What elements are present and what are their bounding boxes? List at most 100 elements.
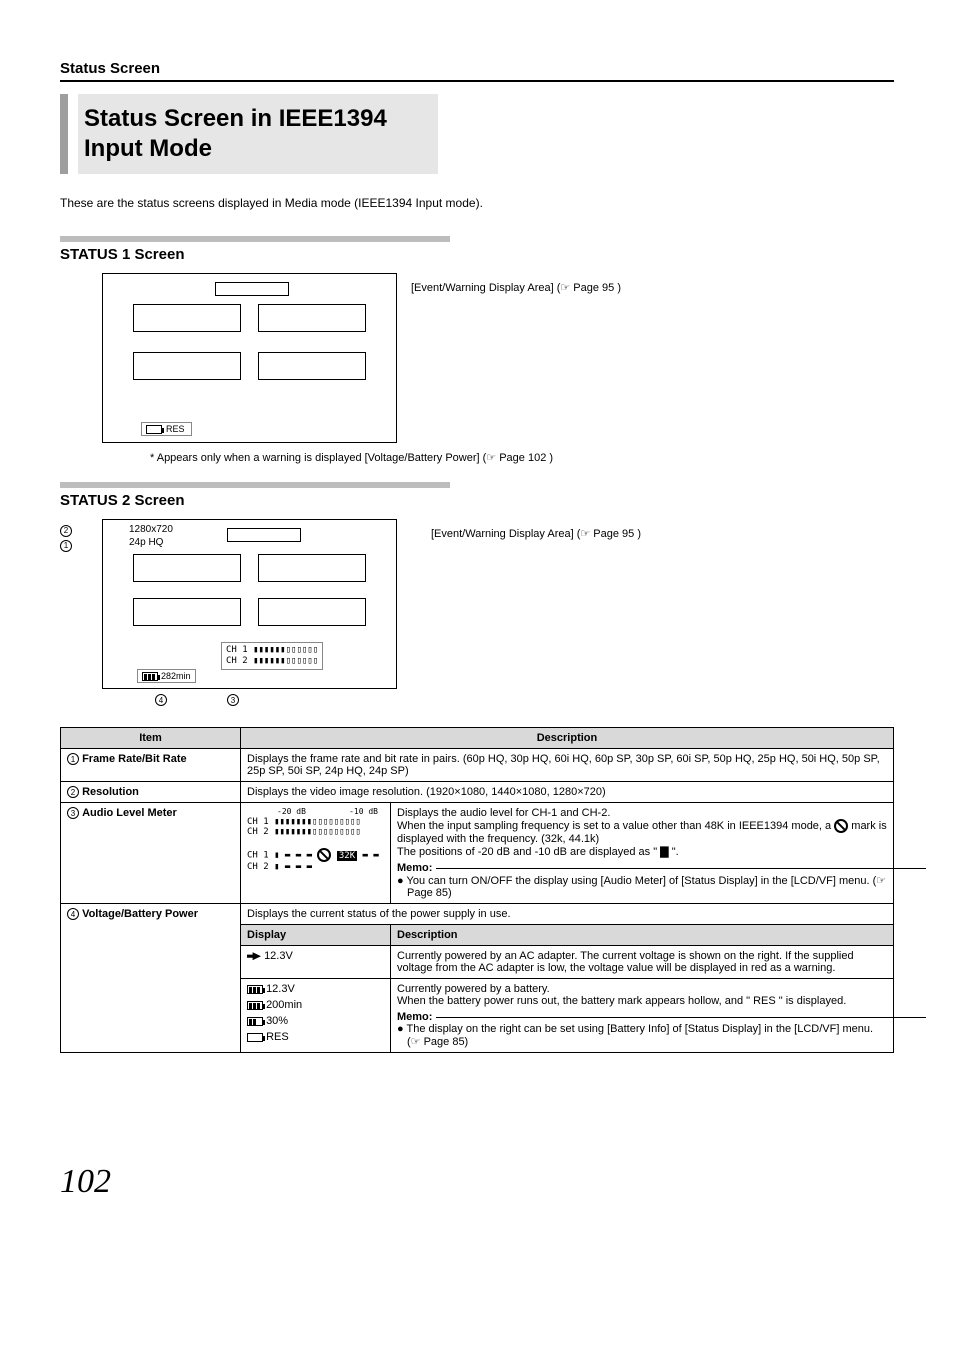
callout-4-icon: 4 <box>155 694 167 706</box>
memo-text: You can turn ON/OFF the display using [A… <box>407 875 887 899</box>
th-item: Item <box>61 728 241 749</box>
memo-bullet: ● You can turn ON/OFF the display using … <box>397 874 887 899</box>
th-display: Display <box>241 925 391 946</box>
cell-item: 1 Frame Rate/Bit Rate <box>61 749 241 782</box>
placeholder-box <box>133 598 241 626</box>
status1-footnote: * Appears only when a warning is display… <box>150 451 894 464</box>
table-row: 2 Resolution Displays the video image re… <box>61 782 894 803</box>
status2-row: 2 1 1280x720 24p HQ CH 1 ▮▮▮▮▮▮▯▯▯▯▯▯ CH… <box>60 519 894 689</box>
desc-line: When the battery power runs out, the bat… <box>397 995 887 1007</box>
memo-bullet: ● The display on the right can be set us… <box>397 1023 887 1048</box>
meter-ch2-blocked: CH 2 ▮ ▬ ▬ ▬ <box>247 862 384 873</box>
battery-icon <box>142 672 158 681</box>
annotation-text: [Event/Warning Display Area] (☞ Page 95 … <box>431 527 641 540</box>
status1-annotation: [Event/Warning Display Area] (☞ Page 95 … <box>411 281 621 294</box>
status1-screen: RES <box>102 273 397 443</box>
status2-annotation: [Event/Warning Display Area] (☞ Page 95 … <box>431 527 641 540</box>
callout-1-icon: 1 <box>60 540 72 552</box>
placeholder-box <box>133 554 241 582</box>
battery-icon <box>247 985 263 994</box>
meter-diagram: -20 dB -10 dB CH 1 ▮▮▮▮▮▮▮▯▯▯▯▯▯▯▯▯ CH 2… <box>247 807 384 873</box>
placeholder-box <box>258 304 366 332</box>
memo-block: Memo: ● The display on the right can be … <box>397 1011 887 1048</box>
res-value: RES <box>266 1031 289 1043</box>
meter-line: CH 2 ▮▮▮▮▮▮▯▯▯▯▯▯ <box>226 656 318 667</box>
voltage-value: 12.3V <box>266 983 295 995</box>
num-icon: 2 <box>67 786 79 798</box>
desc-line: Currently powered by a battery. <box>397 983 887 995</box>
prohibit-icon <box>834 819 848 833</box>
placeholder-box <box>258 352 366 380</box>
status1-annotation-wrap: [Event/Warning Display Area] (☞ Page 95 … <box>411 273 621 294</box>
meter-ch2: CH 2 ▮▮▮▮▮▮▮▯▯▯▯▯▯▯▯▯ <box>247 827 384 838</box>
num-icon: 4 <box>67 908 79 920</box>
item-label: Frame Rate/Bit Rate <box>82 753 187 765</box>
table-row: 4 Voltage/Battery Power Displays the cur… <box>61 904 894 925</box>
title-accent-bar <box>60 94 68 174</box>
res-label: RES <box>166 424 185 434</box>
freq-badge: 32K <box>337 851 357 861</box>
desc-line: Displays the audio level for CH-1 and CH… <box>397 807 887 819</box>
item-label: Audio Level Meter <box>82 807 177 819</box>
time-label: 282min <box>161 671 191 681</box>
th-desc: Description <box>241 728 894 749</box>
placeholder-box <box>133 304 241 332</box>
description-table: Item Description 1 Frame Rate/Bit Rate D… <box>60 727 894 1053</box>
th-desc-sub: Description <box>391 925 894 946</box>
desc-line: When the input sampling frequency is set… <box>397 819 887 845</box>
memo-label: Memo: <box>397 862 887 874</box>
resolution-text: 1280x720 <box>129 524 173 535</box>
res-bar: RES <box>141 422 192 436</box>
voltage-value: 12.3V <box>264 950 293 962</box>
memo-block: Memo: ● You can turn ON/OFF the display … <box>397 862 887 899</box>
cell-display: -20 dB -10 dB CH 1 ▮▮▮▮▮▮▮▯▯▯▯▯▯▯▯▯ CH 2… <box>241 803 391 904</box>
cell-desc: Displays the video image resolution. (19… <box>241 782 894 803</box>
page-number: 102 <box>60 1163 894 1201</box>
time-box: 282min <box>137 669 196 683</box>
status2-heading: STATUS 2 Screen <box>60 482 450 509</box>
battery-icon <box>247 1001 263 1010</box>
num-icon: 3 <box>67 807 79 819</box>
table-row: 3 Audio Level Meter -20 dB -10 dB CH 1 ▮… <box>61 803 894 904</box>
section-label: Status Screen <box>60 60 894 82</box>
cell-display: 12.3V 200min 30% RES <box>241 979 391 1053</box>
cell-item: 2 Resolution <box>61 782 241 803</box>
desc-line: The positions of -20 dB and -10 dB are d… <box>397 845 887 858</box>
placeholder-box <box>258 554 366 582</box>
desc-text: When the input sampling frequency is set… <box>397 820 834 832</box>
cell-desc: Currently powered by a battery. When the… <box>391 979 894 1053</box>
memo-text: The display on the right can be set usin… <box>407 1023 874 1048</box>
cell-display: 12.3V <box>241 946 391 979</box>
placeholder-box <box>258 598 366 626</box>
meter-line: CH 1 ▮▮▮▮▮▮▯▯▯▯▯▯ <box>226 645 318 656</box>
table-row: 1 Frame Rate/Bit Rate Displays the frame… <box>61 749 894 782</box>
db-label: -20 dB <box>277 807 306 817</box>
meter-ch1-blocked: CH 1 ▮ ▬ ▬ ▬ 32K ▬ ▬ <box>247 848 384 862</box>
db-label: -10 dB <box>349 807 378 817</box>
time-value: 200min <box>266 999 302 1011</box>
status1-heading: STATUS 1 Screen <box>60 236 450 263</box>
framerate-text: 24p HQ <box>129 537 163 548</box>
memo-label: Memo: <box>397 1011 887 1023</box>
callout-2-icon: 2 <box>60 525 72 537</box>
prohibit-icon <box>317 848 331 862</box>
item-label: Resolution <box>82 786 139 798</box>
annotation-text: [Event/Warning Display Area] (☞ Page 95 … <box>411 281 621 294</box>
title-block: Status Screen in IEEE1394 Input Mode <box>60 94 894 174</box>
status2-annotation-wrap: [Event/Warning Display Area] (☞ Page 95 … <box>431 519 641 540</box>
battery-icon <box>247 1017 263 1026</box>
bottom-callouts: 4 3 <box>155 694 239 706</box>
placeholder-box <box>133 352 241 380</box>
intro-text: These are the status screens displayed i… <box>60 196 894 210</box>
event-area-box <box>215 282 289 296</box>
cell-desc: Displays the current status of the power… <box>241 904 894 925</box>
battery-icon <box>146 425 162 434</box>
num-icon: 1 <box>67 753 79 765</box>
audio-meter-box: CH 1 ▮▮▮▮▮▮▯▯▯▯▯▯ CH 2 ▮▮▮▮▮▮▯▯▯▯▯▯ <box>221 642 323 670</box>
callout-3-icon: 3 <box>227 694 239 706</box>
percent-value: 30% <box>266 1015 288 1027</box>
battery-empty-icon <box>247 1033 263 1042</box>
plug-icon <box>247 952 261 960</box>
event-area-box <box>227 528 301 542</box>
cell-item: 3 Audio Level Meter <box>61 803 241 904</box>
